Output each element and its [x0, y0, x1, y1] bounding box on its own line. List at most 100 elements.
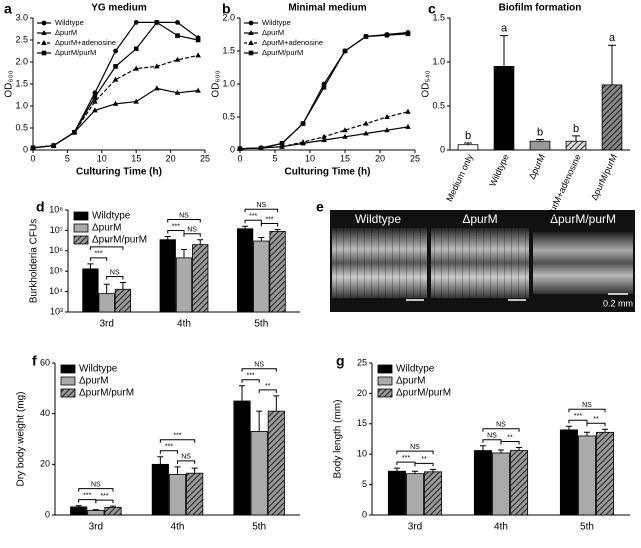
- point: [92, 94, 98, 100]
- bar: [424, 471, 443, 516]
- point: [384, 114, 390, 119]
- bar: [159, 239, 176, 313]
- x-tick-label: 3rd: [89, 522, 103, 533]
- significance-bracket: [78, 488, 114, 492]
- panel-label: g: [336, 353, 345, 369]
- point: [175, 20, 180, 25]
- chart-title: Minimal medium: [288, 3, 366, 14]
- y-tick-label: 1.0: [222, 78, 235, 88]
- x-tick-label: 15: [131, 153, 141, 163]
- point: [384, 32, 390, 38]
- significance-bracket: [586, 422, 606, 427]
- y-tick-label: 20: [40, 459, 50, 469]
- legend-label: ΔpurM: [396, 376, 425, 387]
- y-tick-label: 0: [230, 144, 235, 154]
- y-tick-label: 15: [357, 418, 367, 428]
- point: [300, 139, 306, 145]
- error-bar: [498, 449, 504, 453]
- point: [321, 85, 327, 90]
- significance-bracket: [106, 275, 124, 280]
- legend-swatch: [73, 223, 89, 233]
- bar: [186, 472, 204, 516]
- error-bar: [536, 138, 544, 142]
- point: [113, 48, 118, 54]
- panel-label: b: [222, 1, 231, 17]
- y-tick-label: 10⁶: [49, 245, 63, 255]
- significance-label: **: [421, 456, 427, 463]
- legend-marker: [248, 20, 254, 26]
- error-bar: [500, 35, 508, 67]
- image-label: ΔpurM/purM: [550, 212, 616, 226]
- x-tick-label: 5th: [252, 522, 266, 533]
- point: [133, 46, 139, 52]
- legend-swatch: [73, 235, 89, 245]
- x-axis-label: Culturing Time (h): [76, 167, 162, 178]
- error-bar: [516, 447, 523, 451]
- bar: [387, 470, 406, 516]
- point: [195, 37, 201, 43]
- significance-letter: b: [465, 130, 471, 142]
- y-tick-label: 10⁵: [49, 266, 63, 276]
- error-bar: [464, 142, 472, 145]
- error-bar: [87, 263, 94, 269]
- bar: [559, 429, 578, 516]
- error-bar: [274, 229, 281, 232]
- significance-bracket: [258, 389, 277, 393]
- x-tick-label: 4th: [177, 319, 191, 330]
- y-axis-label: OD₆₀₀: [211, 70, 222, 97]
- error-bar: [239, 385, 246, 401]
- y-tick-label: 1.5: [222, 45, 235, 55]
- significance-bracket: [414, 462, 434, 467]
- y-tick-label: 1.5: [432, 12, 445, 22]
- y-tick-label: 0.5: [222, 111, 235, 121]
- bar: [168, 474, 187, 516]
- error-bar: [602, 428, 609, 433]
- legend-swatch: [60, 388, 76, 398]
- significance-label: NS: [496, 422, 506, 429]
- error-bar: [191, 467, 198, 474]
- significance-label: ***: [402, 455, 410, 462]
- legend-marker: [41, 40, 47, 45]
- panel-label: f: [32, 353, 37, 369]
- error-bar: [256, 410, 263, 432]
- point: [175, 33, 180, 38]
- significance-label: ***: [265, 216, 273, 223]
- x-tick-label: 3rd: [408, 522, 422, 533]
- significance-bracket: [167, 230, 185, 234]
- legend-marker: [248, 30, 254, 35]
- bar: [233, 400, 251, 516]
- point: [195, 87, 201, 93]
- significance-label: ***: [172, 223, 180, 230]
- x-tick-label: ΔpurM: [527, 153, 547, 181]
- y-axis-label: Dry body weight (mg): [16, 391, 27, 486]
- y-tick-label: 2.0: [222, 12, 235, 22]
- y-tick-label: 10⁴: [49, 286, 63, 296]
- legend-label: ΔpurM: [262, 28, 284, 37]
- panel-label: e: [316, 199, 324, 215]
- point: [279, 141, 285, 146]
- significance-label: NS: [110, 269, 120, 276]
- y-tick-label: 0: [23, 144, 28, 154]
- y-tick-label: 20: [357, 388, 367, 398]
- point: [51, 143, 56, 148]
- bar: [267, 410, 285, 516]
- point: [92, 107, 98, 113]
- y-tick-label: 40: [40, 408, 50, 418]
- significance-bracket: [241, 379, 260, 383]
- significance-bracket: [78, 499, 97, 503]
- x-tick-label: Wildtype: [487, 153, 511, 189]
- error-bar: [608, 44, 616, 85]
- significance-bracket: [167, 219, 201, 223]
- point: [300, 121, 306, 126]
- legend-swatch: [73, 211, 89, 221]
- significance-label: NS: [582, 402, 592, 409]
- x-tick-label: 10: [97, 153, 107, 163]
- legend-label: Wildtype: [55, 18, 84, 27]
- legend-swatch: [377, 364, 393, 374]
- error-bar: [393, 467, 400, 472]
- bar: [114, 288, 132, 313]
- bar: [151, 463, 169, 516]
- error-bar: [412, 470, 418, 474]
- legend-label: ΔpurM: [92, 223, 121, 234]
- point: [154, 20, 160, 25]
